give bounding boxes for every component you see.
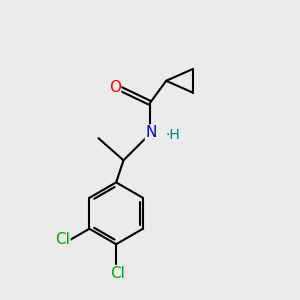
- Text: O: O: [109, 80, 121, 95]
- Text: ·H: ·H: [165, 128, 180, 142]
- Text: N: N: [146, 125, 157, 140]
- Text: Cl: Cl: [110, 266, 125, 280]
- Text: Cl: Cl: [55, 232, 70, 247]
